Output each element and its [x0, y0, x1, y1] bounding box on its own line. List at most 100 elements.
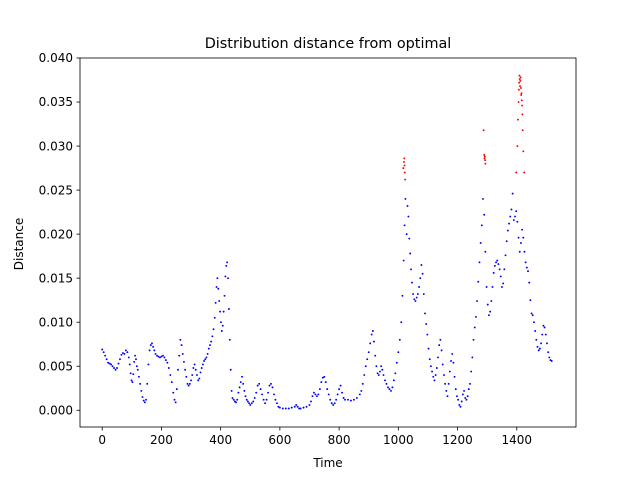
data-point [222, 310, 225, 313]
data-point [223, 294, 226, 297]
data-point [216, 277, 219, 280]
data-point [476, 300, 479, 303]
data-point [447, 382, 450, 385]
data-point [210, 340, 213, 343]
data-point [543, 326, 546, 329]
data-point [414, 300, 417, 303]
data-point [511, 192, 514, 195]
data-point [448, 370, 451, 373]
data-point [352, 398, 355, 401]
data-point [439, 338, 442, 341]
data-point [161, 354, 164, 357]
data-point [326, 388, 329, 391]
x-tick-label: 600 [268, 433, 291, 447]
data-point [450, 360, 452, 362]
data-point [479, 241, 482, 244]
data-point [480, 224, 483, 227]
data-point [230, 389, 233, 392]
data-point [441, 363, 444, 366]
data-point [267, 391, 269, 394]
data-point [517, 88, 520, 91]
data-point [149, 344, 152, 347]
data-point [512, 219, 515, 221]
data-point [411, 281, 413, 284]
data-point [504, 254, 507, 257]
data-point [433, 379, 436, 382]
data-point [142, 399, 145, 402]
data-point [461, 393, 464, 396]
series-0 [101, 192, 553, 410]
data-point [211, 335, 214, 338]
axes: 0 200 400 600 800 1000 1200 1400 0.000 0.005 0.010… [39, 51, 577, 447]
data-point [486, 303, 489, 306]
data-point [403, 160, 405, 163]
data-point [509, 215, 512, 218]
data-point [442, 374, 445, 376]
data-point [172, 391, 175, 394]
data-point [521, 113, 524, 116]
data-point [361, 382, 364, 385]
data-point [315, 395, 318, 398]
data-point [160, 355, 163, 358]
data-point [330, 402, 333, 405]
data-point [101, 348, 104, 351]
data-point [408, 237, 411, 240]
data-point [134, 354, 137, 357]
data-point [120, 353, 123, 356]
data-point [350, 399, 352, 402]
data-point [129, 372, 132, 375]
data-point [278, 406, 281, 409]
data-point [332, 404, 335, 406]
data-point [537, 349, 540, 352]
data-point [108, 362, 111, 365]
data-point [187, 384, 190, 387]
data-point [366, 358, 369, 361]
data-point [275, 402, 278, 405]
data-point [323, 375, 326, 378]
data-point [491, 286, 494, 288]
data-point [472, 338, 475, 341]
data-point [237, 391, 240, 394]
data-point [409, 252, 412, 255]
data-point [146, 382, 149, 385]
data-point [470, 370, 473, 373]
data-point [521, 228, 524, 231]
data-point [213, 316, 216, 319]
data-point [181, 352, 184, 355]
data-point [226, 261, 229, 264]
data-point [484, 162, 487, 165]
data-point [170, 381, 173, 384]
data-point [403, 157, 406, 160]
data-point [492, 271, 495, 274]
data-point [318, 388, 321, 391]
data-point [400, 321, 403, 324]
data-point [197, 379, 200, 382]
data-point [113, 367, 116, 369]
data-point [523, 171, 526, 174]
data-point [256, 384, 259, 387]
data-point [228, 338, 231, 341]
data-point [342, 396, 345, 399]
data-point [525, 266, 528, 269]
data-point [522, 150, 525, 153]
data-point [127, 356, 130, 359]
data-point [110, 363, 113, 366]
data-point [382, 374, 385, 376]
data-point [310, 400, 312, 403]
data-point [221, 324, 224, 327]
data-point [358, 393, 361, 396]
data-point [405, 233, 408, 236]
data-point [467, 388, 470, 391]
series-1 [402, 74, 526, 181]
data-point [173, 398, 176, 401]
data-point [344, 398, 346, 401]
data-point [185, 375, 188, 378]
data-point [418, 286, 421, 288]
data-point [478, 261, 481, 264]
data-point [252, 400, 255, 403]
x-tick-label: 200 [150, 433, 173, 447]
data-point [191, 374, 194, 376]
data-point [265, 398, 268, 401]
data-point [508, 222, 511, 225]
